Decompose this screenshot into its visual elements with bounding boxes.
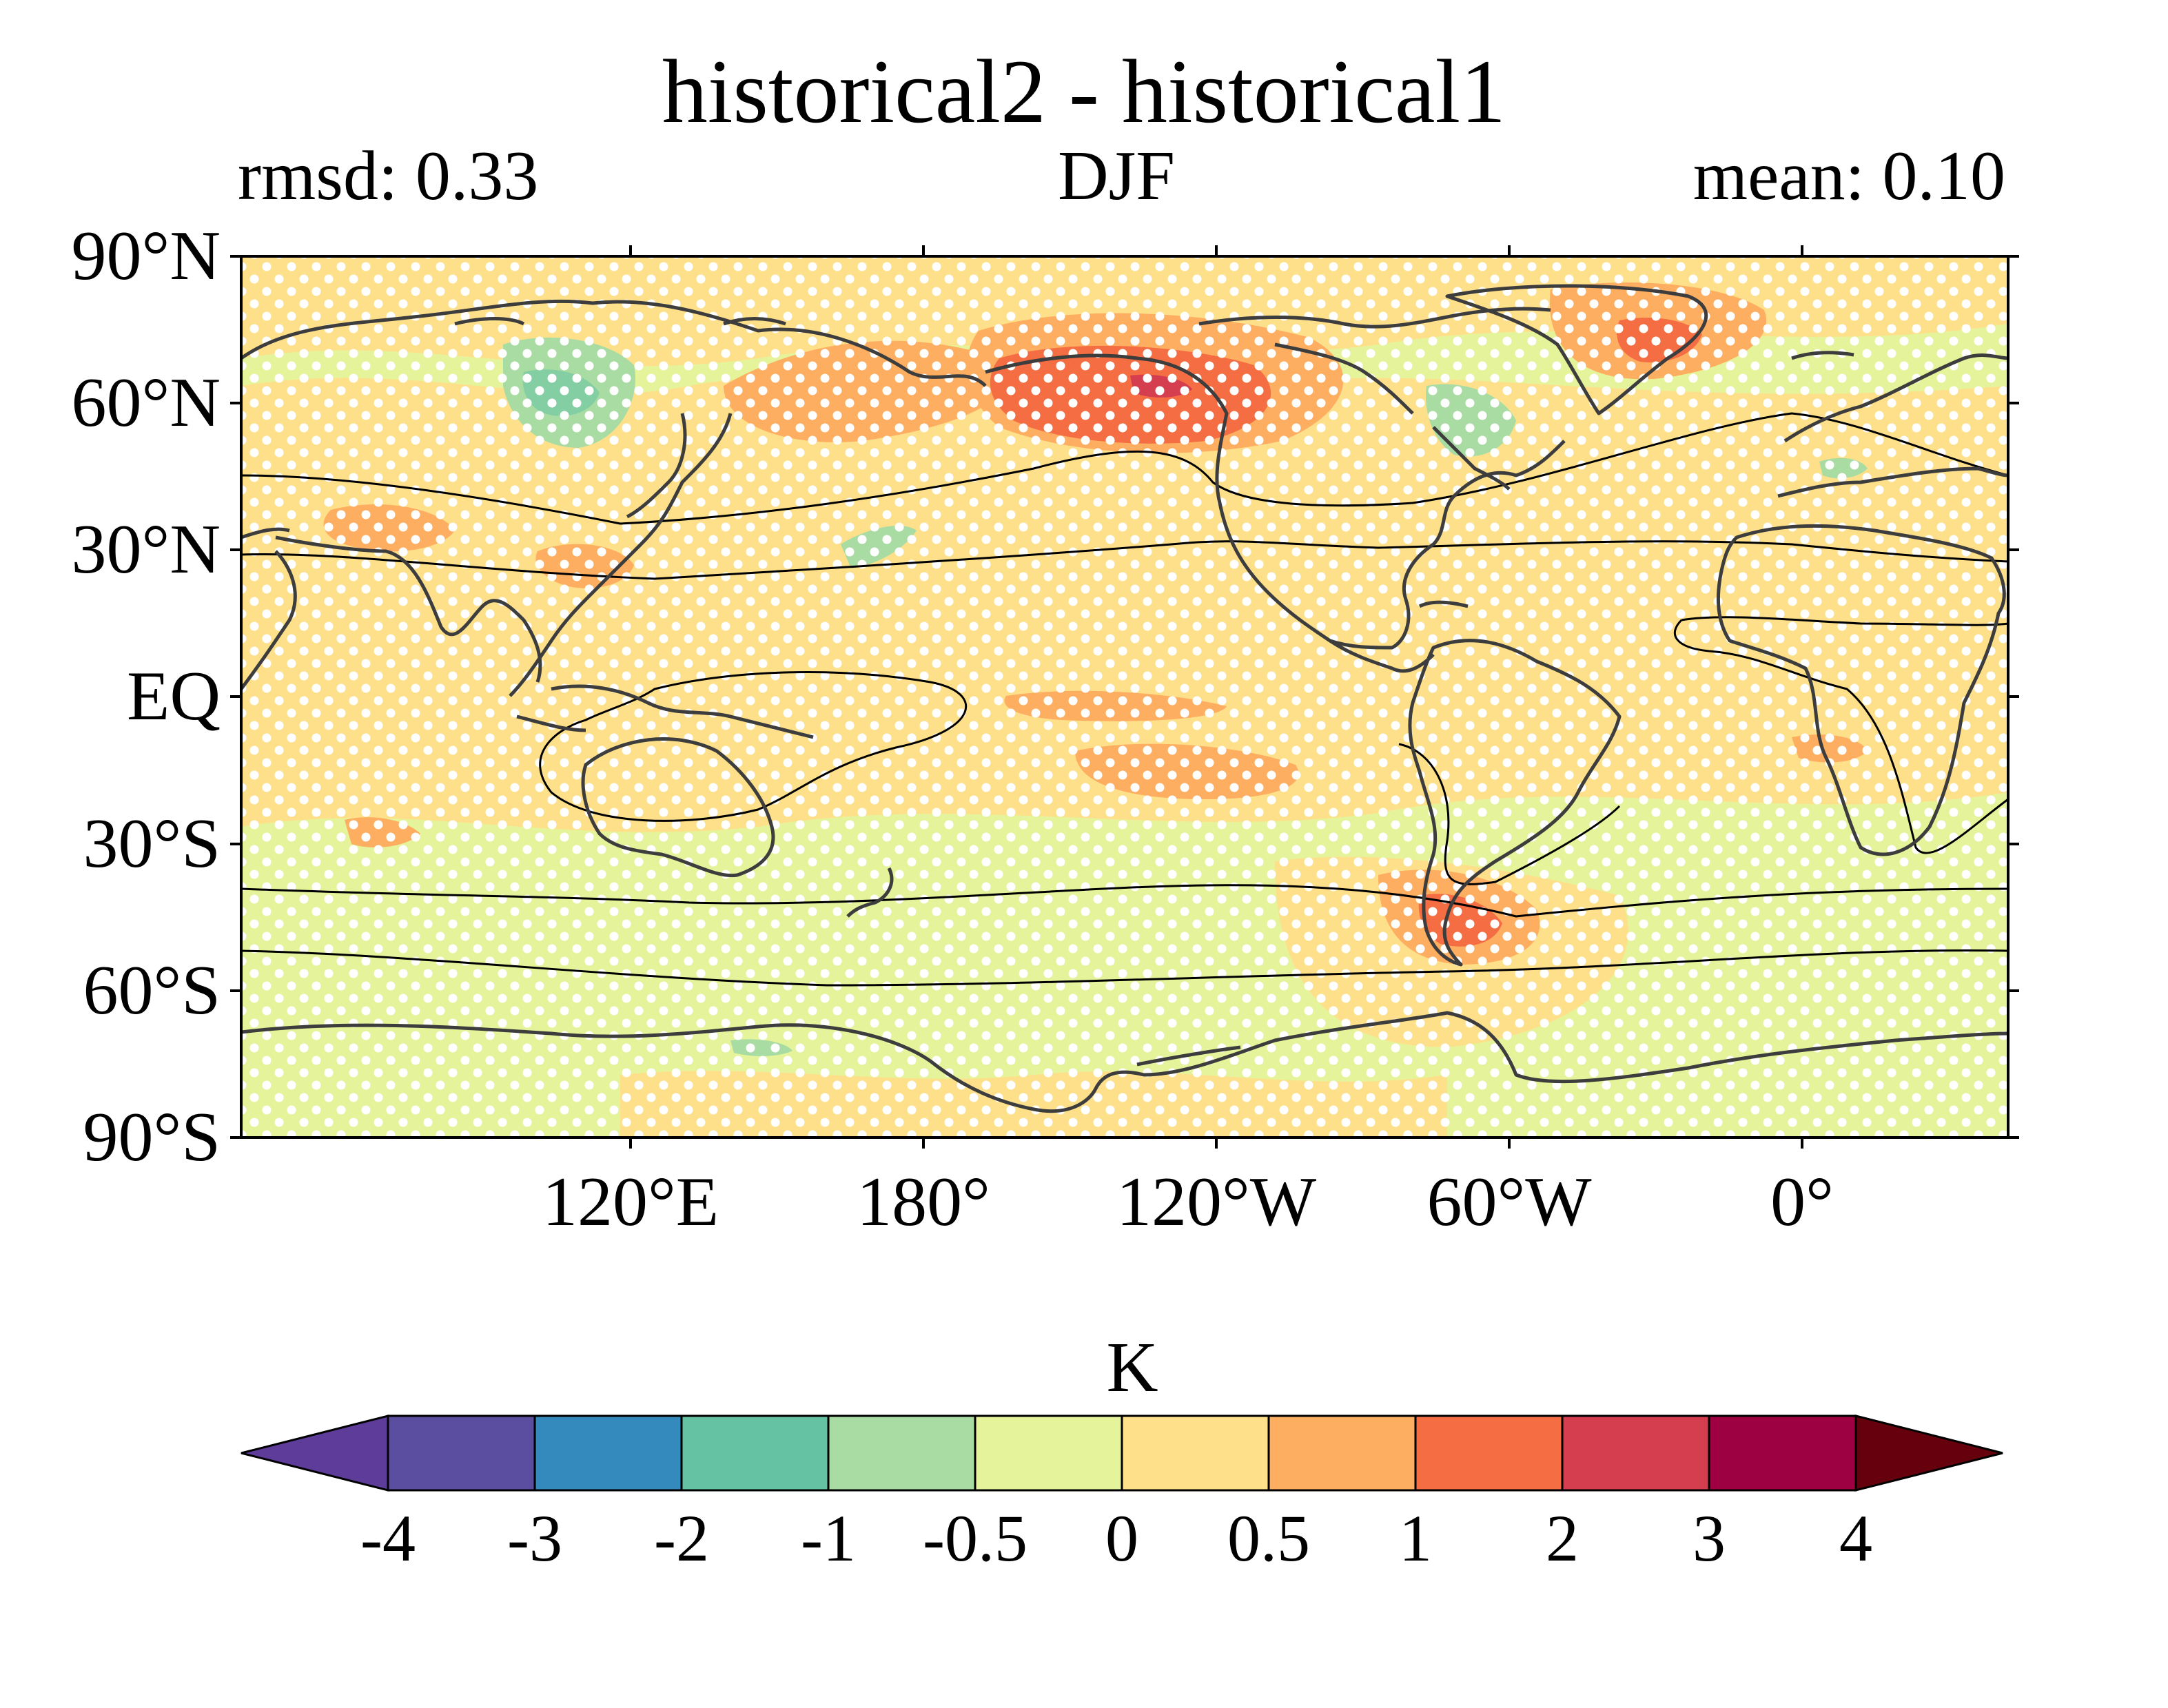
colorbar-tick-label: 0.5 [1227,1501,1310,1575]
y-ticks [230,255,2019,1139]
y-tick-label: 30°N [71,511,221,588]
colorbar-tick-label: -4 [360,1501,416,1575]
y-tick-label: 60°S [83,951,221,1029]
colorbar-tick-label: -3 [507,1501,562,1575]
x-tick-label: 0° [1770,1163,1834,1241]
colorbar-tick-label: -2 [654,1501,709,1575]
colorbar-bin [1121,1414,1270,1492]
colorbar-extend-high [1854,1414,2003,1492]
x-tick-label: 60°W [1426,1163,1592,1241]
colorbar-tick-label: 1 [1399,1501,1432,1575]
colorbar-unit: K [1106,1328,1158,1407]
colorbar-bin [1708,1414,1857,1492]
colorbar-bin [387,1414,536,1492]
colorbar-bin [974,1414,1123,1492]
y-tick-label: EQ [127,657,221,735]
colorbar-bin [680,1414,830,1492]
mean-label: mean: 0.10 [1693,137,2005,215]
contour-lines [241,412,2008,987]
colorbar-bin [1267,1414,1417,1492]
x-tick-label: 180° [857,1163,990,1241]
colorbar-bin [827,1414,976,1492]
x-tick-label: 120°W [1116,1163,1317,1241]
colorbar-tick-label: 2 [1546,1501,1579,1575]
rmsd-label: rmsd: 0.33 [238,137,539,215]
colorbar-tick-label: -0.5 [923,1501,1027,1575]
colorbar-tick-label: 3 [1693,1501,1726,1575]
plot-title: historical2 - historical1 [662,41,1506,142]
colorbar-bin [1414,1414,1564,1492]
colorbar-bin [1561,1414,1710,1492]
y-tick-label: 90°S [83,1098,221,1176]
map-field [241,256,2008,1138]
season-label: DJF [1057,137,1176,215]
significance-stippling [241,256,2008,1138]
colorbar-bin [533,1414,683,1492]
colorbar-extend-low [241,1414,389,1492]
colorbar [241,1414,2003,1492]
y-tick-label: 90°N [71,217,221,295]
y-tick-label: 30°S [83,805,221,883]
colorbar-tick-label: 0 [1105,1501,1138,1575]
x-ticks [629,245,1803,1149]
y-tick-label: 60°N [71,364,221,442]
x-tick-label: 120°E [542,1163,719,1241]
colorbar-tick-label: -1 [801,1501,856,1575]
colorbar-tick-label: 4 [1839,1501,1872,1575]
coastlines [241,284,2008,1113]
